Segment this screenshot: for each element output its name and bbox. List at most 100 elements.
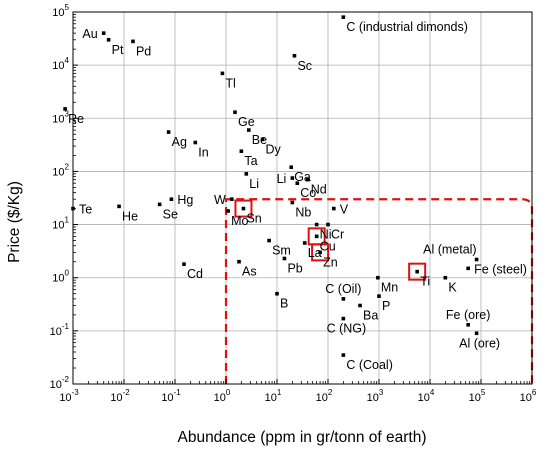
- x-tick-label: 102: [316, 388, 333, 404]
- plot-frame: [72, 11, 533, 385]
- y-axis-title: Price ($/Kg): [6, 181, 23, 263]
- point-label: Ta: [244, 154, 257, 168]
- highlight-box: [234, 199, 253, 218]
- point-label: Re: [68, 112, 84, 126]
- data-point: [326, 222, 330, 227]
- point-label: Sm: [272, 244, 291, 258]
- point-label: Pb: [287, 261, 302, 275]
- point-label: Fe (steel): [474, 262, 527, 276]
- x-axis-title: Abundance (ppm in gr/tonn of earth): [177, 429, 426, 446]
- data-point: [318, 250, 322, 255]
- point-label: Nd: [311, 183, 327, 197]
- point-label: Hg: [177, 193, 193, 207]
- data-point: [267, 238, 271, 243]
- point-label: P: [382, 299, 390, 313]
- point-label: Zn: [323, 255, 338, 269]
- point-label: Cd: [187, 267, 203, 281]
- point-label: Fe (ore): [446, 308, 490, 322]
- data-point: [260, 137, 265, 142]
- data-point: [169, 197, 174, 202]
- point-label: Co: [300, 186, 316, 200]
- x-tick-label: 10-3: [59, 388, 79, 404]
- axis-ticks: [72, 11, 533, 385]
- point-label: Be: [252, 133, 267, 147]
- x-tick-label: 105: [469, 388, 486, 404]
- data-point: [282, 256, 287, 261]
- data-point: [226, 209, 230, 213]
- point-label: Mo: [231, 214, 248, 228]
- data-point: [289, 165, 294, 170]
- point-label: C (Oil): [325, 282, 361, 296]
- point-label: Al (metal): [423, 243, 476, 257]
- y-tick-label: 104: [52, 56, 69, 72]
- data-point: [166, 130, 171, 134]
- data-point: [131, 39, 135, 44]
- highlight-box: [408, 262, 427, 281]
- y-tick-label: 102: [52, 162, 69, 178]
- data-point: [117, 204, 121, 209]
- point-label: Ti: [420, 275, 430, 289]
- point-label: Pt: [112, 43, 124, 57]
- point-label: C (NG): [327, 322, 367, 336]
- data-point: [275, 291, 279, 296]
- y-tick-label: 10-2: [50, 375, 70, 391]
- y-tick-label: 105: [52, 3, 69, 19]
- x-tick-label: 10-2: [110, 388, 130, 404]
- highlight-boxes: [234, 199, 427, 281]
- point-label: He: [122, 209, 138, 223]
- data-point: [193, 140, 198, 145]
- data-point: [247, 128, 251, 132]
- point-label: Pd: [136, 44, 151, 58]
- data-point: [474, 331, 479, 336]
- point-label: In: [198, 146, 208, 160]
- point-label: Al (ore): [459, 336, 500, 350]
- point-label: Cu: [320, 239, 336, 253]
- point-label: Te: [79, 203, 92, 217]
- data-point: [63, 107, 67, 111]
- point-label: C (Coal): [346, 358, 393, 372]
- data-point: [230, 197, 234, 202]
- point-label: B: [280, 297, 288, 311]
- data-point: [233, 110, 237, 115]
- data-point: [341, 15, 346, 19]
- data-point: [474, 257, 479, 262]
- point-label: Se: [163, 207, 178, 221]
- point-label: As: [242, 265, 257, 279]
- point-label: C (industrial dimonds): [346, 20, 468, 34]
- point-labels: C (industrial dimonds) Au Pt Pd Sc Tl Re Ge BeDy…: [68, 20, 527, 372]
- data-point: [302, 241, 307, 245]
- data-point: [241, 206, 246, 211]
- point-label: Li: [249, 177, 259, 191]
- point-label: Nb: [295, 206, 311, 220]
- point-label: K: [448, 281, 457, 295]
- data-point: [71, 206, 75, 211]
- x-tick-label: 106: [520, 388, 537, 404]
- tick-labels: 10-3 10-2 10-1 100 101 102 103 104 105 10610-210-…: [50, 3, 537, 404]
- point-label: Sc: [297, 59, 312, 73]
- data-point: [239, 149, 244, 154]
- data-point: [341, 353, 346, 357]
- data-point: [292, 53, 297, 58]
- data-point: [220, 71, 225, 76]
- point-label: La: [308, 246, 322, 260]
- data-point: [341, 297, 346, 301]
- y-tick-label: 103: [52, 109, 69, 125]
- point-label: Mn: [381, 281, 398, 295]
- y-tick-label: 101: [52, 216, 69, 232]
- data-point: [314, 222, 319, 227]
- data-point: [443, 275, 448, 280]
- data-point: [237, 259, 241, 264]
- point-label: Ni: [320, 228, 332, 242]
- data-point: [314, 234, 319, 239]
- y-tick-label: 10-1: [50, 322, 70, 338]
- data-point: [415, 269, 419, 274]
- grid: [73, 12, 532, 384]
- point-label: Li: [277, 172, 287, 186]
- point-label: Au: [82, 27, 97, 41]
- data-point: [377, 294, 381, 298]
- point-label: Cr: [331, 228, 344, 242]
- x-tick-label: 10-1: [161, 388, 181, 404]
- point-label: Ba: [363, 309, 378, 323]
- point-label: Ga: [294, 170, 311, 184]
- data-point: [244, 172, 249, 176]
